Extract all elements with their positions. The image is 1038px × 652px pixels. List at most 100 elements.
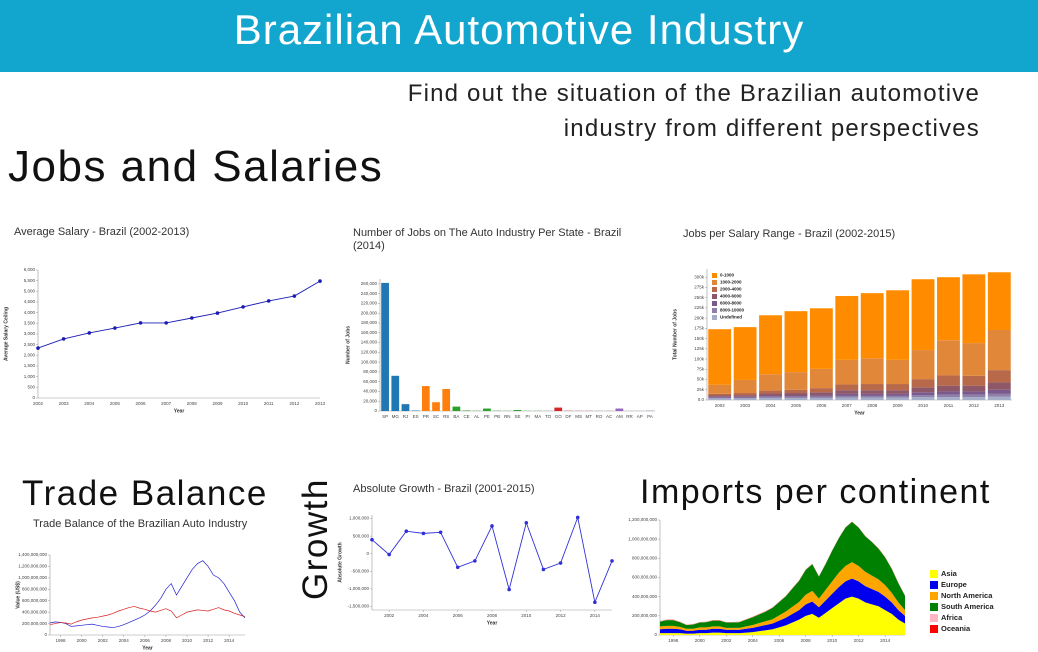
y-tick-label: 60,000 (363, 379, 377, 384)
y-tick-label: 125k (694, 346, 705, 351)
section-heading: Imports per continent (640, 473, 991, 511)
y-tick-label: 1,200,000,000 (628, 517, 657, 522)
bar-segment (937, 391, 960, 395)
x-tick-label: 2012 (203, 638, 214, 643)
bar (432, 402, 440, 411)
y-tick-label: 6,000 (24, 267, 36, 272)
y-tick-label: -500,000 (351, 568, 369, 573)
x-tick-label: 2000 (77, 638, 88, 643)
bar-segment (708, 395, 732, 397)
bar-segment (733, 327, 757, 380)
bar-segment (886, 359, 910, 385)
bar-segment (708, 398, 732, 400)
x-tick-label: AM (616, 414, 623, 419)
bar-segment (835, 384, 859, 391)
bar-segment (784, 389, 808, 394)
x-tick-label: 1998 (668, 638, 679, 643)
x-tick-label: RN (504, 414, 511, 419)
y-tick-label: 300k (694, 274, 705, 279)
y-tick-label: 3,500 (24, 321, 36, 326)
point (61, 337, 66, 341)
bar-segment (835, 395, 859, 398)
line (37, 280, 321, 349)
line (49, 560, 246, 628)
y-tick-label: 1,000,000,000 (18, 575, 47, 580)
bar-segment (860, 358, 884, 385)
x-tick-label: 2012 (854, 638, 865, 643)
chart-title: Average Salary - Brazil (2002-2013) (14, 226, 190, 238)
legend-label: Asia (941, 569, 958, 578)
bar-segment (886, 393, 910, 396)
x-tick-label: 2005 (791, 403, 802, 408)
x-tick-label: AL (474, 414, 480, 419)
y-tick-label: 200,000,000 (632, 613, 658, 618)
x-tick-label: 2012 (969, 403, 980, 408)
y-tick-label: 1,000,000,000 (628, 536, 657, 541)
point (241, 305, 245, 309)
x-tick-label: 2014 (224, 638, 235, 643)
legend-label: 4000-6000 (720, 294, 742, 299)
bar-segment (911, 279, 935, 351)
bar-segment (911, 350, 935, 380)
x-tick-label: 2004 (766, 403, 777, 408)
x-tick-label: DF (565, 414, 571, 419)
x-tick-label: RJ (403, 414, 409, 419)
y-tick-label: 200k (694, 315, 705, 320)
point (575, 515, 580, 520)
x-tick-label: MA (534, 414, 541, 419)
x-tick-label: 2013 (315, 401, 326, 406)
y-tick-label: 400,000,000 (632, 594, 658, 599)
x-tick-label: 2011 (264, 401, 274, 406)
bar-segment (759, 396, 782, 398)
legend-swatch (712, 301, 717, 306)
y-tick-label: 2,500 (24, 342, 36, 347)
x-tick-label: 2011 (944, 403, 954, 408)
x-tick-label: 2006 (140, 638, 151, 643)
x-tick-label: 2006 (453, 613, 464, 618)
x-tick-label: 2009 (893, 403, 904, 408)
bar-segment (835, 359, 859, 385)
x-tick-label: SE (514, 414, 520, 419)
line (371, 515, 613, 604)
x-tick-label: 2006 (816, 403, 827, 408)
x-tick-label: TO (545, 414, 552, 419)
area (660, 562, 905, 631)
bar-segment (784, 395, 808, 397)
bar-segment (962, 343, 986, 376)
bar-segment (860, 390, 884, 394)
x-tick-label: 2003 (740, 403, 751, 408)
chart-title: Trade Balance of the Brazilian Auto Indu… (33, 518, 248, 530)
chart-title: Jobs per Salary Range - Brazil (2002-201… (683, 228, 896, 240)
bar-segment (962, 391, 986, 395)
bar-segment (708, 393, 732, 396)
y-tick-label: 150k (694, 336, 705, 341)
x-tick-label: 2004 (84, 401, 95, 406)
x-tick-label: 2012 (289, 401, 300, 406)
x-tick-label: RO (596, 414, 603, 419)
point (507, 587, 511, 592)
y-tick-label: 100k (694, 356, 705, 361)
bar-segment (962, 385, 986, 392)
x-tick-label: 2004 (748, 638, 759, 643)
header-bar: Brazilian Automotive Industry (0, 0, 1038, 72)
legend-label: Undefined (720, 315, 742, 320)
bar-segment (733, 396, 757, 398)
y-axis-label: Number of Jobs (345, 326, 351, 364)
bar-segment (759, 393, 782, 396)
area (660, 521, 905, 629)
bar-segment (962, 274, 986, 344)
x-axis-label: Year (142, 645, 153, 651)
y-tick-label: 50k (697, 377, 705, 382)
x-tick-label: RS (443, 414, 449, 419)
point (610, 559, 614, 563)
x-tick-label: PI (526, 414, 530, 419)
y-tick-label: 20,000 (363, 398, 377, 403)
bar-segment (886, 390, 910, 394)
bar-segment (809, 396, 833, 398)
legend-label: South America (941, 602, 994, 611)
chart-title: Absolute Growth - Brazil (2001-2015) (353, 483, 535, 495)
bar-segment (987, 396, 1011, 400)
bar-segment (733, 398, 757, 400)
x-tick-label: 2005 (110, 401, 121, 406)
